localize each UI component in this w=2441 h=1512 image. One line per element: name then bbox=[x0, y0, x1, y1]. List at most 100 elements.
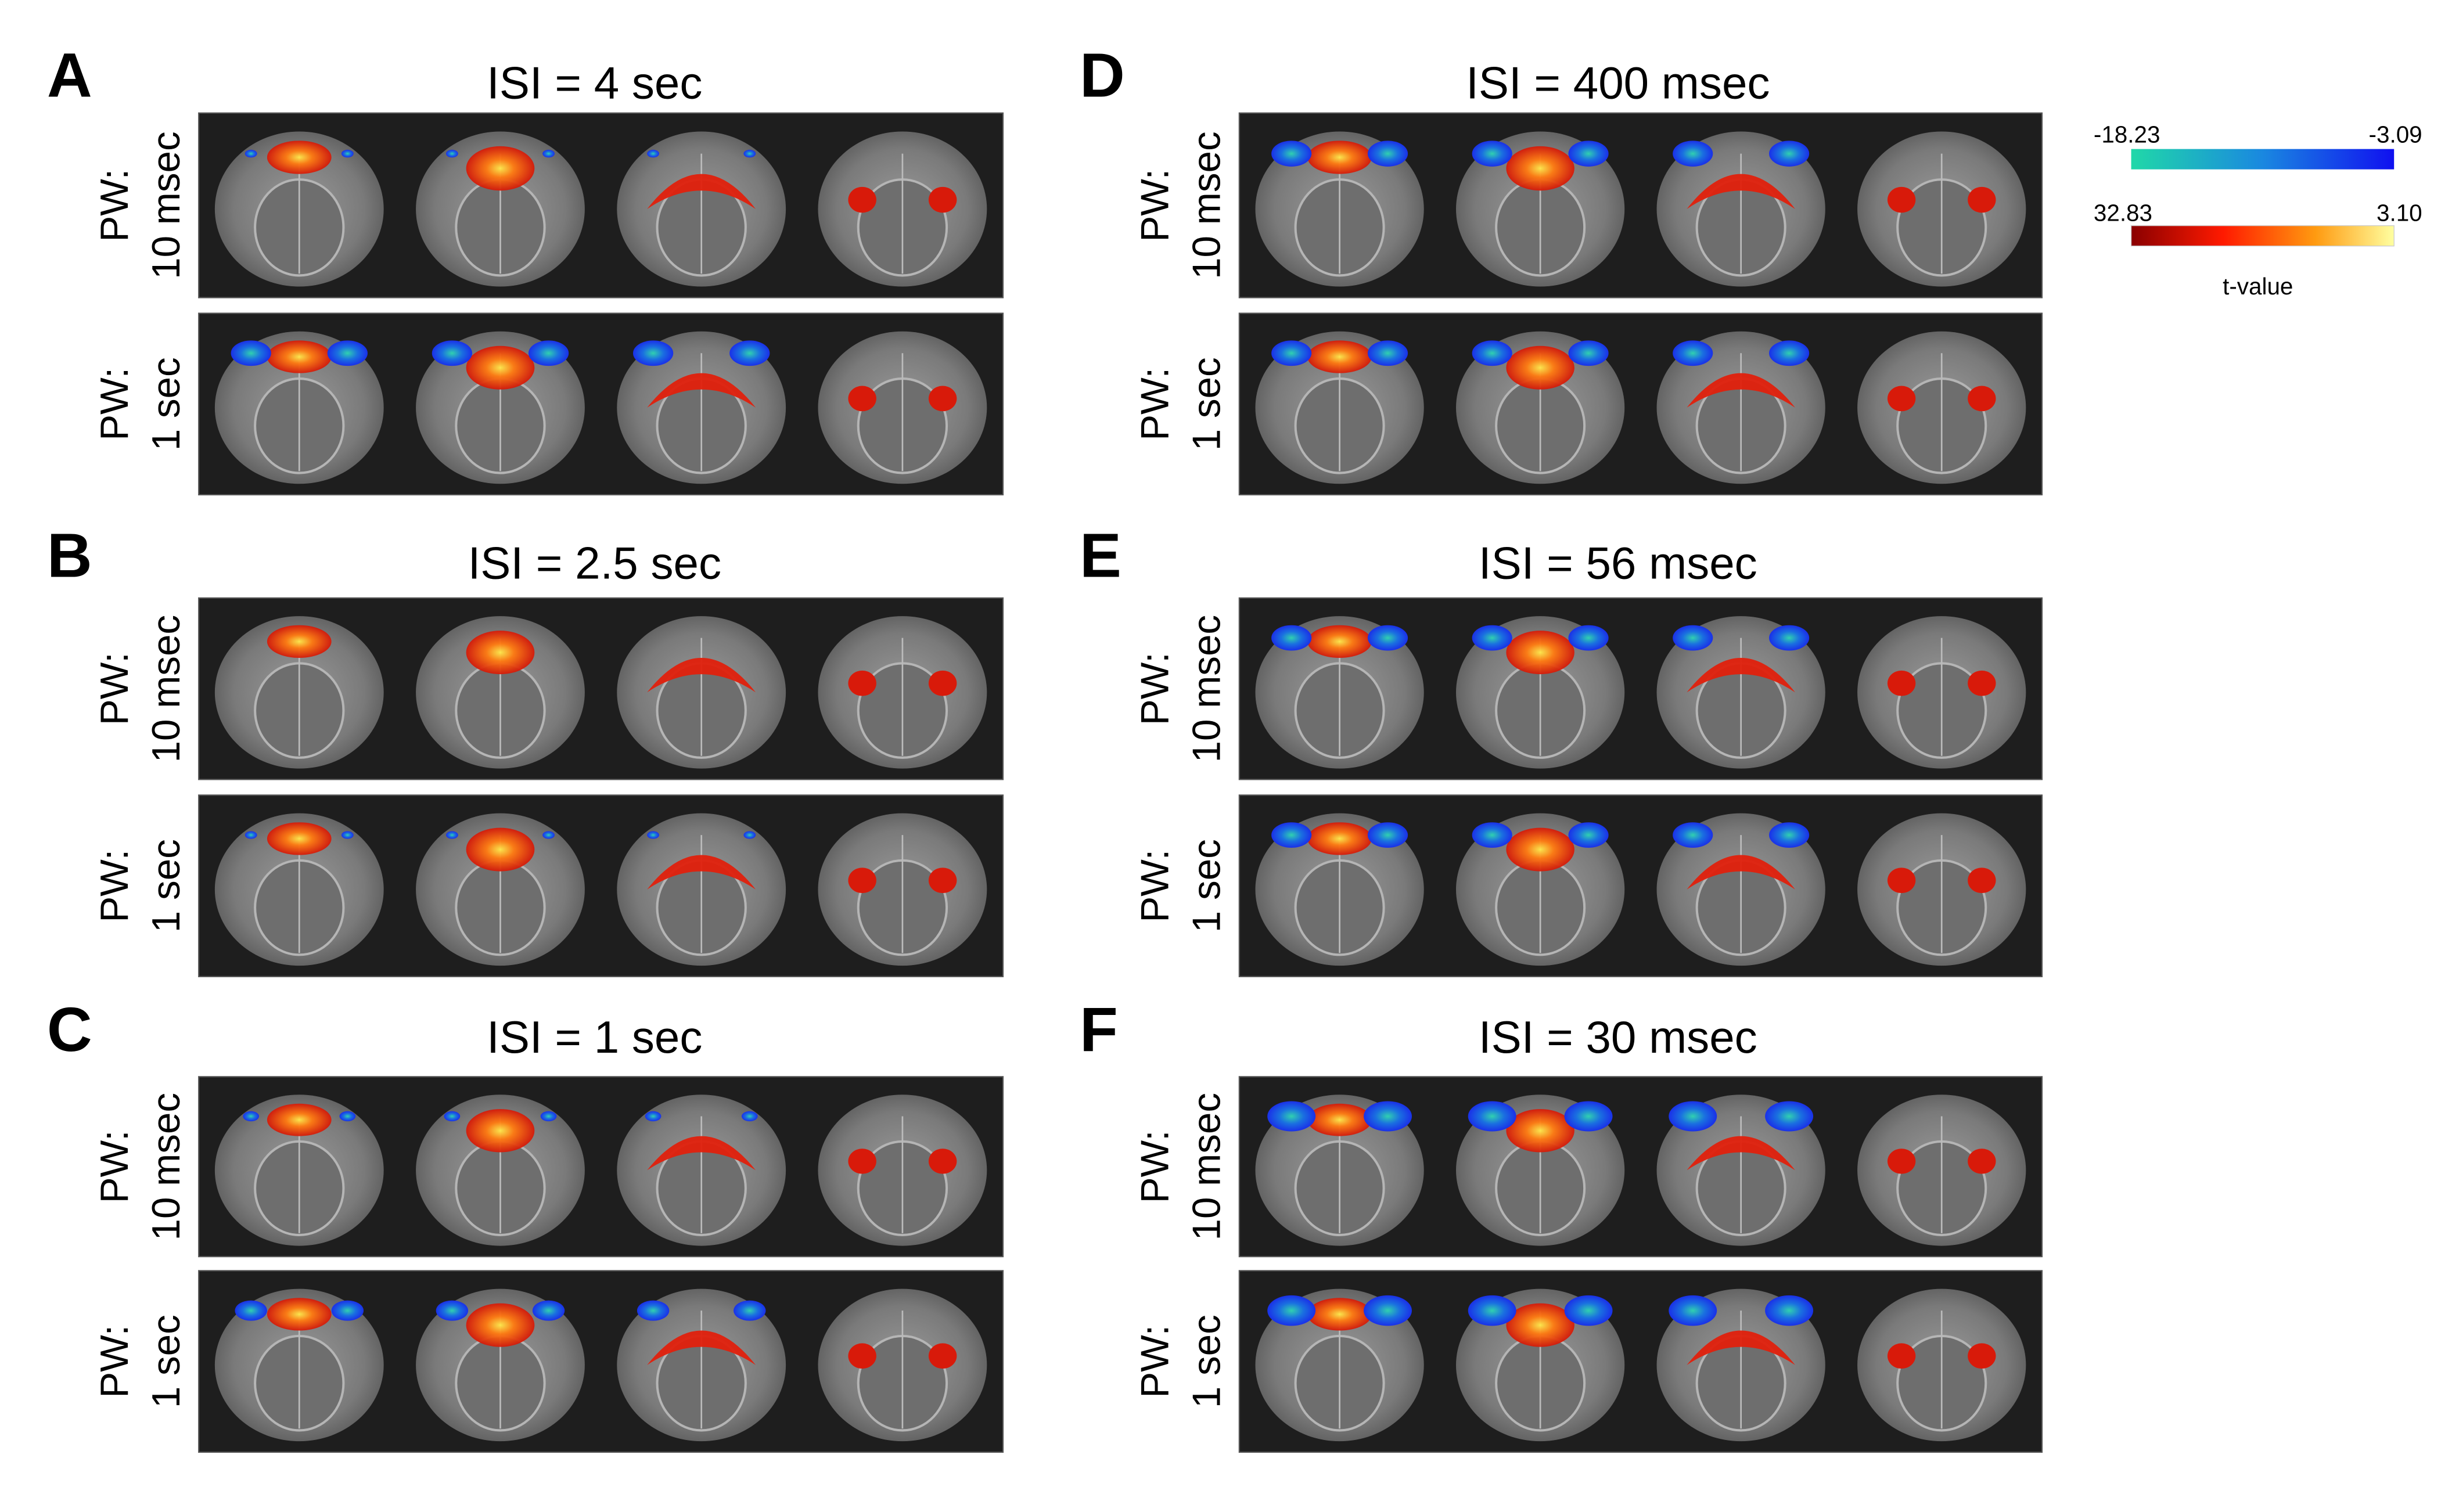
activation bbox=[848, 1343, 876, 1369]
colorbar: -18.23 -3.09 32.83 3.10 t-value bbox=[2094, 121, 2422, 300]
deactivation bbox=[1769, 141, 1810, 167]
panel-title: ISI = 30 msec bbox=[1479, 1011, 1757, 1063]
colorbar-negative bbox=[2131, 149, 2395, 170]
deactivation bbox=[1765, 1101, 1814, 1132]
deactivation bbox=[436, 1300, 469, 1321]
panel-letter: D bbox=[1080, 40, 1125, 110]
panel-letter: A bbox=[47, 40, 92, 110]
deactivation bbox=[645, 1111, 662, 1122]
activation bbox=[1968, 670, 1996, 696]
activation bbox=[1687, 373, 1795, 408]
deactivation bbox=[235, 1300, 267, 1321]
deactivation bbox=[532, 1300, 565, 1321]
deactivation bbox=[729, 340, 770, 366]
activation bbox=[1887, 670, 1916, 696]
deactivation bbox=[1367, 625, 1408, 651]
activation bbox=[1506, 631, 1574, 675]
deactivation bbox=[1673, 822, 1713, 848]
activation bbox=[1506, 146, 1574, 191]
activation bbox=[466, 631, 535, 675]
row-label: PW: bbox=[93, 1325, 136, 1398]
row-label: PW: bbox=[93, 849, 136, 923]
activation bbox=[848, 670, 876, 696]
deactivation bbox=[647, 831, 659, 839]
deactivation bbox=[1769, 625, 1810, 651]
colorbar-title: t-value bbox=[2223, 273, 2293, 300]
activation bbox=[928, 386, 957, 412]
deactivation bbox=[1472, 141, 1512, 167]
deactivation bbox=[1673, 625, 1713, 651]
panel-letter: B bbox=[47, 520, 92, 591]
deactivation bbox=[444, 1111, 461, 1122]
deactivation bbox=[1271, 340, 1312, 366]
activation bbox=[1687, 855, 1795, 890]
deactivation bbox=[1673, 141, 1713, 167]
activation bbox=[1968, 867, 1996, 894]
deactivation bbox=[1364, 1101, 1412, 1132]
deactivation bbox=[1468, 1295, 1516, 1326]
deactivation bbox=[743, 149, 756, 158]
row-label: PW: bbox=[1134, 849, 1177, 923]
activation bbox=[267, 1103, 332, 1136]
deactivation bbox=[1267, 1101, 1316, 1132]
activation bbox=[1968, 1149, 1996, 1174]
deactivation bbox=[1769, 340, 1810, 366]
panel-title: ISI = 4 sec bbox=[487, 57, 702, 109]
deactivation bbox=[245, 149, 257, 158]
deactivation bbox=[1568, 141, 1609, 167]
deactivation bbox=[1669, 1101, 1717, 1132]
activation bbox=[647, 1136, 756, 1171]
row-label: 1 sec bbox=[145, 357, 188, 451]
row-label: 10 msec bbox=[145, 615, 188, 763]
activation bbox=[848, 186, 876, 213]
activation bbox=[1687, 174, 1795, 209]
deactivation bbox=[1568, 625, 1609, 651]
activation bbox=[928, 186, 957, 213]
deactivation bbox=[1669, 1295, 1717, 1326]
row-label: PW: bbox=[93, 1130, 136, 1203]
deactivation bbox=[1765, 1295, 1814, 1326]
panel-title: ISI = 56 msec bbox=[1479, 538, 1757, 589]
activation bbox=[928, 670, 957, 696]
activation bbox=[1887, 1343, 1916, 1369]
activation bbox=[1968, 1343, 1996, 1369]
deactivation bbox=[1472, 625, 1512, 651]
activation bbox=[1307, 822, 1372, 855]
row-label: 1 sec bbox=[1185, 1315, 1228, 1408]
deactivation bbox=[1367, 141, 1408, 167]
row-label: 1 sec bbox=[1185, 357, 1228, 451]
panel-letter: C bbox=[47, 994, 92, 1064]
row-label: PW: bbox=[93, 169, 136, 242]
deactivation bbox=[243, 1111, 260, 1122]
activation bbox=[928, 1149, 957, 1174]
colorbar-positive bbox=[2130, 225, 2395, 247]
colorbar-label: 3.10 bbox=[2377, 199, 2422, 226]
activation bbox=[1687, 658, 1795, 693]
row-label: 1 sec bbox=[1185, 839, 1228, 933]
deactivation bbox=[1468, 1101, 1516, 1132]
colorbar-label: 32.83 bbox=[2094, 199, 2152, 226]
row-label: 10 msec bbox=[145, 1093, 188, 1241]
activation bbox=[647, 373, 756, 408]
deactivation bbox=[1271, 625, 1312, 651]
row-label: 10 msec bbox=[1185, 1093, 1228, 1241]
row-label: PW: bbox=[1134, 652, 1177, 725]
deactivation bbox=[1271, 822, 1312, 848]
colorbar-label: -3.09 bbox=[2369, 121, 2422, 148]
deactivation bbox=[1367, 822, 1408, 848]
activation bbox=[647, 174, 756, 209]
activation bbox=[267, 141, 332, 174]
deactivation bbox=[1564, 1101, 1613, 1132]
row-label: PW: bbox=[1134, 368, 1177, 441]
row-label: PW: bbox=[1134, 1325, 1177, 1398]
activation bbox=[647, 1330, 756, 1365]
activation bbox=[647, 658, 756, 693]
deactivation bbox=[1673, 340, 1713, 366]
deactivation bbox=[245, 831, 257, 839]
deactivation bbox=[734, 1300, 766, 1321]
activation bbox=[1887, 1149, 1916, 1174]
deactivation bbox=[341, 149, 354, 158]
